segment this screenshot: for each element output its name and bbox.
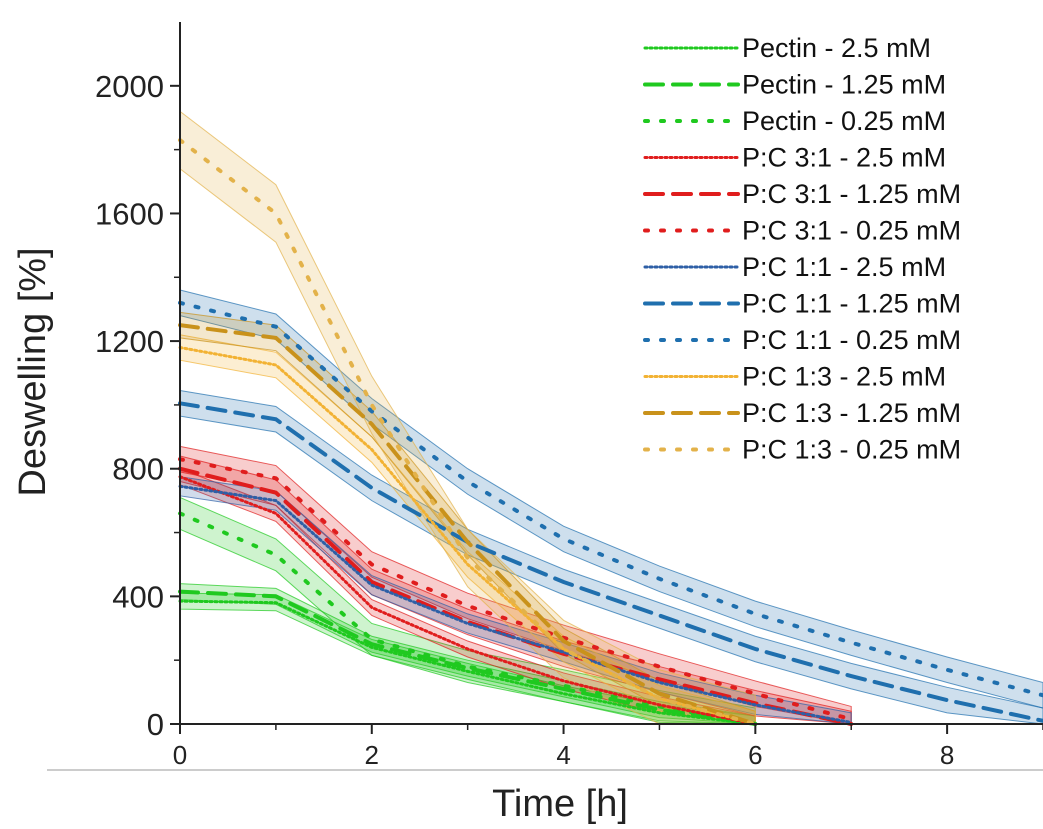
line-p-c-1-3-1-25-mm bbox=[178, 323, 758, 726]
legend-label: P:C 1:1 - 1.25 mM bbox=[742, 289, 961, 319]
x-tick-label: 8 bbox=[940, 740, 954, 770]
line-pectin-0-25-mm bbox=[178, 511, 758, 726]
legend: Pectin - 2.5 mM Pectin - 1.25 mM Pectin - … bbox=[643, 33, 961, 465]
legend-item-pectin-2-5-mm: Pectin - 2.5 mM bbox=[643, 33, 931, 63]
legend-item-pectin-1-25-mm: Pectin - 1.25 mM bbox=[643, 70, 946, 100]
legend-label: Pectin - 1.25 mM bbox=[742, 70, 946, 100]
legend-item-p-c-1-1-2-5-mm: P:C 1:1 - 2.5 mM bbox=[643, 252, 946, 282]
legend-label: P:C 1:1 - 2.5 mM bbox=[742, 252, 946, 282]
series-lines bbox=[178, 138, 1043, 726]
legend-label: P:C 1:3 - 0.25 mM bbox=[742, 435, 961, 465]
legend-label: P:C 1:3 - 1.25 mM bbox=[742, 398, 961, 428]
line-p-c-1-1-2-5-mm bbox=[178, 484, 853, 724]
legend-item-p-c-3-1-1-25-mm: P:C 3:1 - 1.25 mM bbox=[643, 179, 961, 209]
x-tick-label: 2 bbox=[365, 740, 379, 770]
legend-item-p-c-1-3-1-25-mm: P:C 1:3 - 1.25 mM bbox=[643, 398, 961, 428]
legend-label: Pectin - 0.25 mM bbox=[742, 106, 946, 136]
line-p-c-3-1-2-5-mm bbox=[178, 475, 757, 726]
line-pectin-2-5-mm bbox=[178, 599, 757, 726]
legend-label: P:C 3:1 - 1.25 mM bbox=[742, 179, 961, 209]
y-tick-label: 800 bbox=[112, 452, 164, 487]
band-p-c-1-1-0-25-mm bbox=[179, 289, 1043, 709]
y-tick-label: 1600 bbox=[95, 196, 164, 231]
legend-item-p-c-3-1-0-25-mm: P:C 3:1 - 0.25 mM bbox=[643, 216, 961, 246]
x-tick-label: 4 bbox=[556, 740, 570, 770]
x-tick-label: 6 bbox=[748, 740, 762, 770]
legend-item-pectin-0-25-mm: Pectin - 0.25 mM bbox=[643, 106, 946, 136]
y-tick-label: 0 bbox=[147, 707, 164, 742]
band-p-c-1-1-1-25-mm bbox=[179, 389, 1043, 725]
line-p-c-1-3-0-25-mm bbox=[178, 138, 758, 726]
legend-item-p-c-1-3-2-5-mm: P:C 1:3 - 2.5 mM bbox=[643, 362, 946, 392]
axes: 0 400 800 1200 1600 2000 0 2 4 6 8 Time [h] Deswelli… bbox=[12, 22, 1043, 825]
y-tick-label: 400 bbox=[112, 579, 164, 614]
legend-item-p-c-3-1-2-5-mm: P:C 3:1 - 2.5 mM bbox=[643, 143, 946, 173]
line-p-c-3-1-1-25-mm bbox=[178, 466, 854, 726]
line-p-c-1-1-0-25-mm bbox=[178, 300, 1043, 698]
legend-label: P:C 1:1 - 0.25 mM bbox=[742, 325, 961, 355]
legend-item-p-c-1-1-0-25-mm: P:C 1:1 - 0.25 mM bbox=[643, 325, 961, 355]
x-tick-label: 0 bbox=[173, 740, 187, 770]
y-axis-title: Deswelling [%] bbox=[12, 247, 54, 496]
legend-label: P:C 1:3 - 2.5 mM bbox=[742, 362, 946, 392]
line-p-c-1-1-1-25-mm bbox=[178, 401, 1043, 723]
line-pectin-1-25-mm bbox=[178, 589, 758, 726]
legend-label: Pectin - 2.5 mM bbox=[742, 33, 931, 63]
y-tick-label: 2000 bbox=[95, 69, 164, 104]
y-tick-label: 1200 bbox=[95, 324, 164, 359]
legend-item-p-c-1-1-1-25-mm: P:C 1:1 - 1.25 mM bbox=[643, 289, 961, 319]
legend-label: P:C 3:1 - 0.25 mM bbox=[742, 216, 961, 246]
x-axis-title: Time [h] bbox=[492, 783, 628, 825]
legend-label: P:C 3:1 - 2.5 mM bbox=[742, 143, 946, 173]
legend-item-p-c-1-3-0-25-mm: P:C 1:3 - 0.25 mM bbox=[643, 435, 961, 465]
